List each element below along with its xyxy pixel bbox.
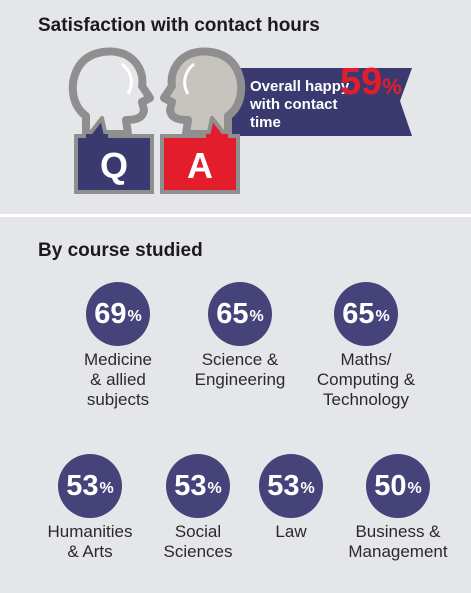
stat-unit: % <box>300 480 315 497</box>
overall-banner-text: Overall happy with contact time <box>250 78 350 131</box>
course-stat: 53% Humanities & Arts <box>20 454 160 562</box>
stat-unit: % <box>207 480 222 497</box>
stat-circle: 53% <box>58 454 122 518</box>
head-highlight <box>121 62 133 95</box>
course-stat: 65% Science & Engineering <box>170 282 310 390</box>
stat-value: 65 <box>216 297 249 330</box>
stat-unit: % <box>407 480 422 497</box>
course-label: Medicine & allied subjects <box>83 350 153 409</box>
stat-value: 50 <box>374 469 407 502</box>
stat-unit: % <box>99 480 114 497</box>
section-divider <box>0 214 471 217</box>
course-stat: 50% Business & Management <box>328 454 468 562</box>
course-label: Business & Management <box>348 522 448 561</box>
stat-circle: 69% <box>86 282 150 346</box>
stat-unit: % <box>249 308 264 325</box>
stat-unit: % <box>127 308 142 325</box>
q-box <box>74 134 154 194</box>
head-filled-icon <box>160 47 246 138</box>
stat-value: 65 <box>342 297 375 330</box>
head-highlight <box>183 62 195 95</box>
qa-illustration: Q A <box>68 47 412 194</box>
course-label: Science & Engineering <box>194 350 286 389</box>
stat-value: 69 <box>94 297 127 330</box>
stat-value: 53 <box>174 469 207 502</box>
head-outline-icon <box>68 47 154 138</box>
course-label: Social Sciences <box>163 522 233 561</box>
page-title: Satisfaction with contact hours <box>38 15 320 36</box>
course-label: Law <box>275 522 307 541</box>
stat-value: 53 <box>267 469 300 502</box>
overall-value: 59 <box>340 61 383 103</box>
a-letter: A <box>187 145 213 186</box>
stat-circle: 53% <box>259 454 323 518</box>
course-label: Humanities & Arts <box>47 522 133 561</box>
stat-value: 53 <box>66 469 99 502</box>
course-stat: 53% Law <box>221 454 361 542</box>
course-stat: 53% Social Sciences <box>128 454 268 562</box>
overall-percentage: 59% <box>340 62 402 110</box>
a-box <box>160 134 240 194</box>
section-title: By course studied <box>38 240 203 261</box>
stat-circle: 53% <box>166 454 230 518</box>
course-stat: 65% Maths/ Computing & Technology <box>296 282 436 410</box>
course-label: Maths/ Computing & Technology <box>316 350 416 409</box>
course-stat: 69% Medicine & allied subjects <box>48 282 188 410</box>
stat-circle: 50% <box>366 454 430 518</box>
stat-circle: 65% <box>208 282 272 346</box>
overall-unit: % <box>382 74 402 99</box>
q-letter: Q <box>100 145 128 186</box>
stat-unit: % <box>375 308 390 325</box>
stat-circle: 65% <box>334 282 398 346</box>
overall-banner <box>230 68 412 136</box>
